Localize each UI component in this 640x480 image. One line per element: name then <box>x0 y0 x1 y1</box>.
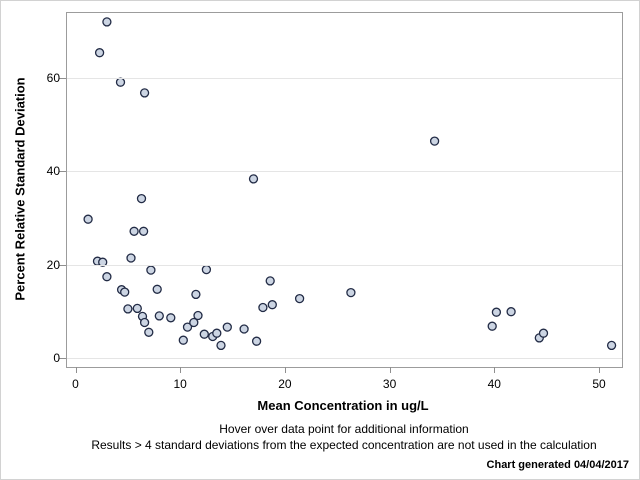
x-axis-tick <box>284 367 286 373</box>
data-point[interactable] <box>201 264 212 275</box>
data-point[interactable] <box>251 336 262 346</box>
data-point[interactable] <box>129 226 139 236</box>
y-axis-tick <box>59 358 66 359</box>
data-point[interactable] <box>487 321 497 331</box>
horizontal-gridline <box>67 358 622 359</box>
data-point[interactable] <box>182 322 193 332</box>
data-point[interactable] <box>138 226 149 236</box>
chart-generated-date: Chart generated 04/04/2017 <box>486 459 629 471</box>
data-point[interactable] <box>102 17 112 27</box>
y-axis-tick-label: 20 <box>46 257 60 272</box>
y-axis-tick <box>59 264 66 266</box>
data-point[interactable] <box>115 77 126 87</box>
data-point[interactable] <box>267 300 277 310</box>
y-axis-tick-label: 60 <box>46 70 60 85</box>
data-point[interactable] <box>491 307 502 317</box>
x-axis-tick-label: 0 <box>72 377 79 391</box>
x-axis-tick <box>180 367 182 373</box>
x-axis-tick-label: 20 <box>278 377 292 391</box>
x-axis-tick-label: 10 <box>173 377 187 391</box>
y-axis-tick-label: 0 <box>53 351 60 365</box>
data-point[interactable] <box>154 311 164 321</box>
data-point[interactable] <box>506 307 516 317</box>
footnote-results-note: Results > 4 standard deviations from the… <box>91 438 597 452</box>
plot-area: 0 20 40 60 0 10 20 30 40 50 <box>47 12 623 391</box>
x-axis-tick <box>75 367 77 373</box>
y-axis-title: Percent Relative Standard Deviation <box>12 77 28 301</box>
x-axis-tick <box>389 367 391 373</box>
data-point[interactable] <box>178 335 188 345</box>
data-point[interactable] <box>94 48 105 58</box>
x-axis-tick <box>494 367 496 373</box>
data-point[interactable] <box>538 328 549 338</box>
data-point[interactable] <box>126 253 136 263</box>
data-point[interactable] <box>136 193 147 204</box>
data-point[interactable] <box>258 302 268 313</box>
data-point[interactable] <box>144 327 154 337</box>
data-point[interactable] <box>294 293 305 304</box>
y-axis-tick-label: 40 <box>46 164 60 178</box>
x-axis-title: Mean Concentration in ug/L <box>257 398 429 413</box>
data-point[interactable] <box>346 287 356 298</box>
data-point[interactable] <box>216 340 226 351</box>
horizontal-gridline <box>67 264 622 266</box>
horizontal-gridline <box>67 171 622 172</box>
data-point[interactable] <box>120 287 130 297</box>
data-point[interactable] <box>193 310 203 321</box>
data-point[interactable] <box>265 276 275 286</box>
data-point[interactable] <box>152 284 162 294</box>
data-point[interactable] <box>189 317 199 328</box>
data-point[interactable] <box>222 322 232 332</box>
data-point[interactable] <box>132 303 142 314</box>
data-point[interactable] <box>212 328 222 338</box>
x-axis-tick-label: 50 <box>592 377 606 391</box>
data-point[interactable] <box>98 257 108 267</box>
data-point[interactable] <box>146 265 156 275</box>
data-point[interactable] <box>199 329 209 339</box>
horizontal-gridline <box>67 77 622 79</box>
data-points-layer <box>83 17 617 351</box>
data-point[interactable] <box>139 317 150 328</box>
x-axis-tick-label: 40 <box>487 377 501 391</box>
x-axis-tick <box>599 367 600 373</box>
footnote-hover-instruction: Hover over data point for additional inf… <box>219 422 469 436</box>
x-axis-tick-label: 30 <box>382 377 397 391</box>
y-axis-tick <box>59 77 66 79</box>
data-point[interactable] <box>123 304 133 314</box>
data-point[interactable] <box>83 214 93 224</box>
data-point[interactable] <box>239 324 249 334</box>
data-point[interactable] <box>139 88 150 98</box>
data-point[interactable] <box>191 289 201 300</box>
data-point[interactable] <box>606 340 617 351</box>
y-axis-tick <box>59 171 66 172</box>
data-point[interactable] <box>248 174 259 184</box>
data-point[interactable] <box>102 272 112 282</box>
data-point[interactable] <box>166 313 176 323</box>
data-point[interactable] <box>429 136 440 146</box>
